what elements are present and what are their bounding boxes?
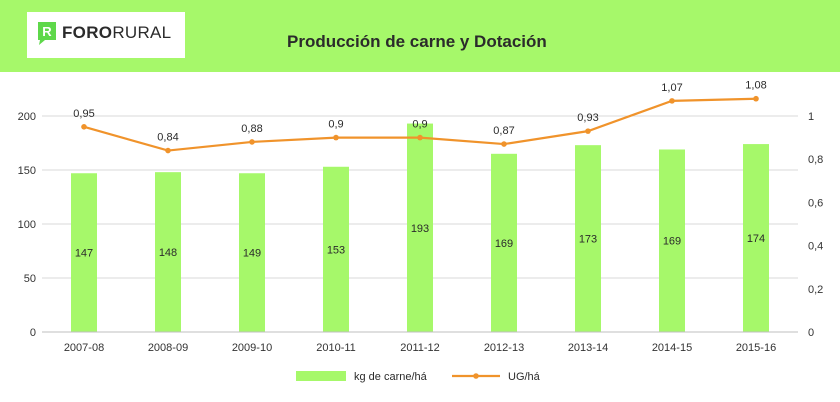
x-tick-label: 2007-08 [64, 342, 104, 354]
left-axis: 0 50 100 150 200 [18, 111, 36, 339]
bar [407, 123, 433, 332]
line-point [165, 147, 171, 154]
right-tick-label: 0,4 [808, 241, 823, 253]
legend-label-line: UG/há [508, 371, 541, 383]
line-value-label: 0,87 [493, 125, 514, 137]
bar [71, 173, 97, 332]
bar-value-label: 147 [75, 248, 93, 260]
x-tick-label: 2011-12 [400, 342, 440, 354]
x-tick-label: 2008-09 [148, 342, 188, 354]
left-tick-label: 50 [24, 273, 36, 285]
right-tick-label: 0,2 [808, 284, 823, 296]
line-series: 0,95 0,84 0,88 0,9 0,9 0,87 0,93 1,07 1,08 [73, 80, 767, 154]
bar-series: 147 148 149 153 193 169 173 169 174 [71, 123, 769, 332]
x-axis: 2007-08 2008-09 2009-10 2010-11 2011-12 2012-… [42, 331, 798, 354]
logo-wordmark-light: RURAL [112, 23, 172, 42]
bar [575, 145, 601, 332]
x-tick-label: 2010-11 [316, 342, 356, 354]
bar-value-label: 149 [243, 248, 261, 260]
x-tick-label: 2014-15 [652, 342, 692, 354]
line-value-label: 0,88 [241, 123, 262, 135]
legend-swatch-bars [296, 371, 346, 381]
line-value-label: 0,9 [412, 119, 427, 131]
bar-value-label: 174 [747, 233, 765, 245]
legend-marker-line [473, 373, 479, 379]
left-tick-label: 150 [18, 165, 36, 177]
line-point [753, 95, 759, 102]
line-value-label: 0,95 [73, 108, 94, 120]
line-point [585, 128, 591, 134]
right-axis: 0 0,2 0,4 0,6 0,8 1 [808, 111, 823, 339]
speech-bubble-icon: R [38, 22, 56, 45]
bar-value-label: 153 [327, 244, 345, 256]
x-tick-label: 2009-10 [232, 342, 272, 354]
line-point [81, 124, 87, 130]
x-tick-label: 2013-14 [568, 342, 608, 354]
bar-value-label: 193 [411, 223, 429, 235]
logo-wordmark: FORORURAL [62, 23, 171, 43]
x-tick-label: 2012-13 [484, 342, 524, 354]
bar [323, 166, 349, 332]
line-value-label: 1,07 [661, 82, 682, 94]
right-tick-label: 1 [808, 111, 814, 123]
line-point [249, 139, 255, 145]
bar-value-label: 169 [495, 238, 513, 250]
bar [491, 153, 517, 332]
legend-label-bars: kg de carne/há [354, 371, 428, 383]
left-tick-label: 100 [18, 219, 36, 231]
right-tick-label: 0,6 [808, 197, 823, 209]
x-tick-label: 2015-16 [736, 342, 776, 354]
logo-mark-letter: R [42, 24, 52, 39]
right-tick-label: 0 [808, 327, 814, 339]
line-value-label: 0,9 [328, 119, 343, 131]
logo-wordmark-bold: FORO [62, 23, 113, 42]
right-tick-label: 0,8 [808, 154, 823, 166]
line-point [417, 134, 423, 141]
combo-chart: 0 50 100 150 200 0 0,2 0,4 0,6 0,8 1 147 148 149 153… [18, 80, 824, 383]
bar [659, 149, 685, 332]
line-value-label: 0,93 [577, 112, 598, 124]
left-tick-label: 200 [18, 111, 36, 123]
bar-value-label: 148 [159, 247, 177, 259]
line-value-label: 1,08 [745, 80, 766, 92]
line-point [501, 141, 507, 147]
chart-title: Producción de carne y Dotación [287, 32, 547, 51]
left-tick-label: 0 [30, 327, 36, 339]
bar [239, 173, 265, 332]
line-value-label: 0,84 [157, 132, 178, 144]
bar-value-label: 169 [663, 236, 681, 248]
bar-value-label: 173 [579, 234, 597, 246]
legend: kg de carne/há UG/há [296, 371, 541, 383]
bar [743, 144, 769, 332]
line-point [669, 98, 675, 104]
bar [155, 172, 181, 332]
line-point [333, 134, 339, 141]
